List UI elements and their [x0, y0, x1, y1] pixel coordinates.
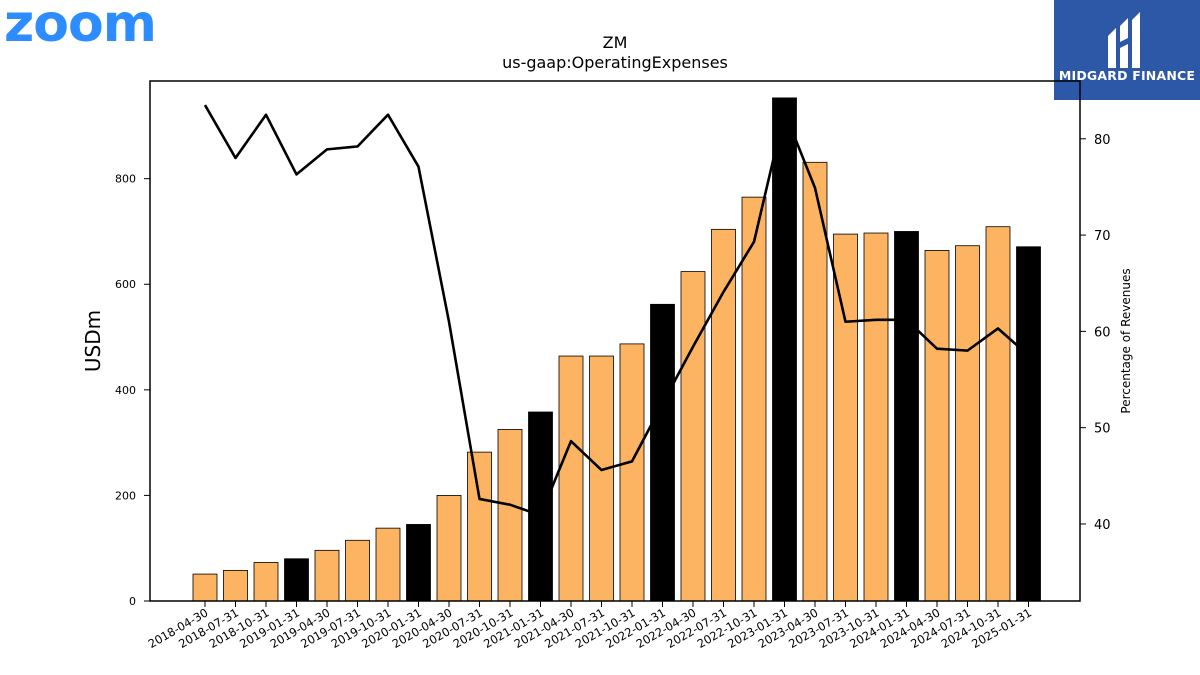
bar-2020-04-30	[436, 495, 462, 602]
percentage-line	[203, 104, 1030, 517]
bar-2023-04-30	[802, 161, 828, 602]
midgard-mark-icon	[1108, 12, 1140, 68]
bar-2019-07-31	[345, 539, 370, 602]
y-axis-label: USDm	[81, 310, 105, 372]
plot-frame	[149, 80, 1081, 602]
y2-tick-label: 70	[1094, 229, 1111, 244]
y2-tick-label: 60	[1094, 325, 1111, 340]
bar-2019-01-31	[284, 558, 309, 602]
zoom-logo: zoom	[4, 0, 157, 54]
y2-tick-label: 40	[1094, 518, 1111, 533]
y-tick-label: 800	[115, 173, 136, 186]
bar-2020-07-31	[467, 451, 492, 602]
bar-2022-04-30	[680, 271, 706, 602]
y-tick-label: 600	[115, 278, 136, 291]
y-axis-right: 40 50 60 70 80	[1080, 133, 1111, 533]
bar-2025-01-31	[1016, 246, 1041, 602]
bar-2021-01-31	[528, 411, 553, 602]
y-tick-label: 200	[115, 489, 136, 502]
y-tick-label: 0	[129, 595, 136, 608]
bar-2019-04-30	[314, 549, 340, 602]
x-axis: 2018-04-302018-07-312018-10-312019-01-31…	[146, 601, 1034, 651]
bar-2024-04-30	[924, 250, 950, 602]
chart-subtitle: us-gaap:OperatingExpenses	[502, 53, 728, 72]
bar-2024-10-31	[985, 226, 1011, 602]
bar-2018-07-31	[223, 569, 248, 602]
bar-2020-10-31	[497, 429, 523, 602]
midgard-finance-label: MIDGARD FINANCE	[1058, 68, 1196, 83]
chart-title: ZM	[603, 33, 628, 52]
bar-2022-10-31	[741, 196, 767, 602]
bar-2021-10-31	[619, 343, 645, 602]
y2-tick-label: 80	[1094, 133, 1111, 148]
midgard-finance-logo: MIDGARD FINANCE	[1054, 0, 1200, 100]
line-series	[203, 104, 1030, 517]
bar-2023-10-31	[863, 232, 889, 602]
bar-2024-01-31	[894, 231, 919, 602]
bar-2019-10-31	[375, 527, 401, 602]
bar-2023-01-31	[772, 97, 797, 602]
bar-2018-10-31	[253, 562, 279, 602]
y2-axis-label: Percentage of Revenues	[1119, 268, 1133, 413]
bar-2022-01-31	[650, 303, 675, 602]
bar-2018-04-30	[192, 573, 218, 602]
bar-2022-07-31	[711, 228, 736, 602]
bar-2020-01-31	[406, 524, 431, 602]
y-tick-label: 400	[115, 384, 136, 397]
bar-series	[192, 97, 1041, 602]
bar-2023-07-31	[833, 233, 858, 602]
bar-2021-04-30	[558, 355, 584, 602]
y-axis-left: 0 200 400 600 800	[115, 173, 150, 608]
bar-2021-07-31	[589, 355, 614, 602]
y2-tick-label: 50	[1094, 422, 1111, 437]
bar-2024-07-31	[955, 245, 980, 602]
